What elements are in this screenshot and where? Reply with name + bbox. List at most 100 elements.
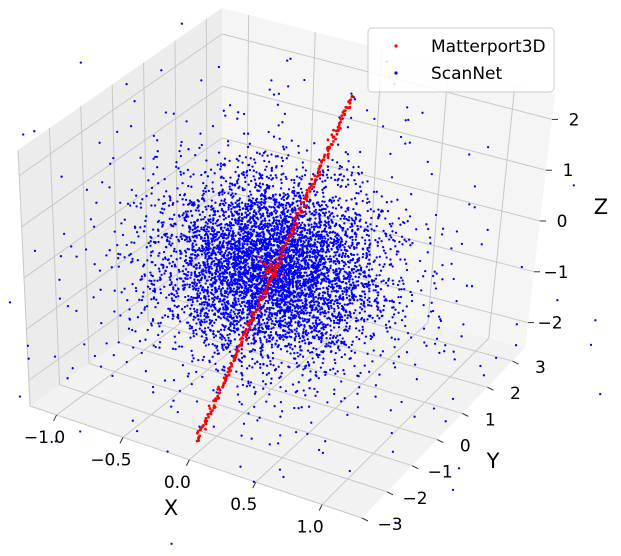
scannet-point (336, 304, 339, 308)
scannet-point (223, 298, 226, 301)
scannet-point (200, 79, 203, 82)
scannet-point (365, 228, 368, 232)
scannet-point (233, 184, 237, 187)
scannet-point (322, 286, 325, 290)
scannet-point (195, 322, 198, 325)
scannet-point (222, 348, 225, 352)
scannet-point (246, 313, 249, 316)
scannet-point (377, 208, 380, 211)
scannet-point (389, 258, 392, 261)
scannet-point (256, 237, 259, 241)
scannet-point (361, 255, 364, 259)
scannet-point (207, 265, 210, 269)
scannet-point (246, 243, 249, 246)
scannet-point (195, 282, 199, 285)
scannet-point (340, 380, 343, 383)
scannet-point (326, 323, 329, 326)
scannet-point (358, 264, 361, 267)
scannet-point (297, 407, 300, 410)
scannet-point (320, 327, 323, 330)
scannet-point (397, 355, 401, 358)
grid-line (26, 189, 223, 330)
scannet-point (251, 348, 255, 351)
scannet-point (221, 229, 225, 233)
scannet-point (133, 100, 136, 103)
scannet-point (280, 173, 283, 176)
scannet-point (105, 254, 108, 257)
scannet-point (310, 226, 313, 229)
scannet-point (248, 204, 251, 208)
scannet-point (274, 212, 278, 215)
scannet-point (273, 244, 276, 247)
scannet-point (424, 269, 427, 273)
scannet-point (301, 317, 304, 320)
scannet-point (344, 252, 347, 255)
scannet-point (194, 296, 197, 300)
scannet-point (202, 355, 206, 359)
scannet-point (230, 329, 233, 332)
scannet-point (348, 276, 352, 279)
scannet-point (54, 440, 57, 443)
scannet-point (210, 267, 213, 270)
scannet-point (164, 257, 167, 261)
scannet-point (317, 448, 321, 452)
scannet-point (363, 242, 367, 245)
scannet-point (265, 317, 269, 320)
scannet-point (391, 265, 394, 268)
scannet-point (289, 352, 292, 355)
scannet-point (234, 234, 237, 237)
scannet-point (196, 219, 199, 222)
scannet-point (170, 233, 174, 236)
scannet-point (152, 173, 155, 176)
scannet-point (197, 261, 200, 265)
scannet-point (234, 270, 237, 273)
scannet-point (279, 385, 282, 389)
scannet-point (237, 333, 241, 336)
scannet-point (342, 296, 345, 299)
scannet-point (255, 183, 258, 187)
scannet-point (313, 142, 316, 145)
scannet-point (392, 362, 395, 365)
scannet-point (192, 307, 196, 311)
scannet-point (271, 255, 274, 259)
scannet-point (343, 303, 346, 306)
scannet-point (317, 230, 321, 233)
scannet-point (321, 188, 324, 191)
scannet-point (339, 243, 342, 247)
scannet-point (298, 214, 302, 217)
scannet-point (329, 264, 332, 267)
scannet-point (203, 303, 206, 306)
scannet-point (175, 161, 178, 164)
scannet-point (317, 330, 320, 333)
scannet-point (150, 273, 153, 277)
scannet-point (494, 356, 498, 360)
scannet-point (427, 315, 430, 318)
scannet-point (211, 309, 214, 312)
scannet-point (276, 249, 279, 252)
scannet-point (140, 275, 144, 278)
scannet-point (203, 251, 206, 255)
scannet-point (306, 237, 310, 240)
scannet-point (289, 346, 292, 349)
scannet-point (355, 335, 358, 339)
scannet-point (253, 158, 256, 161)
scannet-point (237, 213, 240, 216)
scannet-point (349, 116, 353, 120)
scannet-point (390, 299, 394, 302)
scannet-point (294, 310, 297, 313)
scannet-point (201, 358, 204, 362)
scannet-point (161, 225, 164, 228)
scannet-point (233, 326, 236, 329)
scannet-point (240, 226, 243, 229)
scannet-point (168, 262, 171, 265)
scannet-point (251, 265, 255, 268)
scannet-point (354, 327, 358, 330)
scannet-point (230, 275, 234, 278)
scannet-point (336, 183, 340, 187)
scannet-point (254, 161, 257, 164)
scannet-point (316, 248, 319, 252)
scannet-point (285, 202, 288, 205)
scannet-point (229, 204, 232, 207)
scannet-point (154, 241, 157, 245)
scannet-point (335, 274, 338, 277)
